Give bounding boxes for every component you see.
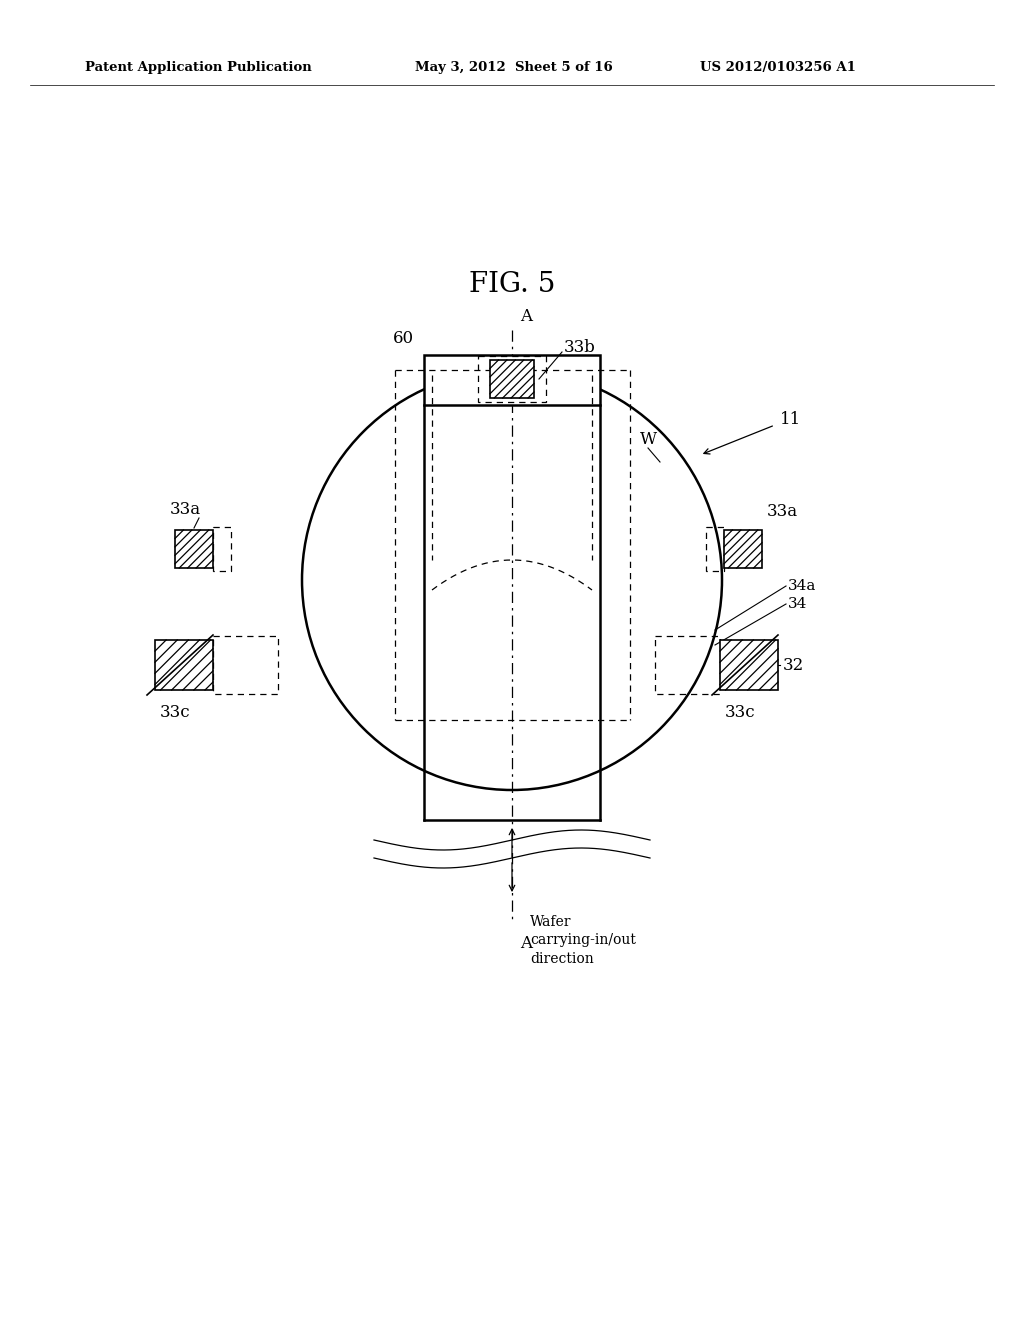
Text: W: W [640, 432, 657, 449]
Bar [655, 636, 720, 694]
Text: 34: 34 [788, 597, 807, 611]
Bar [155, 640, 213, 690]
Bar [478, 356, 546, 403]
Bar [706, 527, 724, 572]
Bar [720, 640, 778, 690]
Bar [213, 527, 231, 572]
Text: 33c: 33c [160, 704, 190, 721]
Text: A: A [520, 935, 532, 952]
Text: Wafer
carrying-in/out
direction: Wafer carrying-in/out direction [530, 915, 636, 966]
Text: FIG. 5: FIG. 5 [469, 272, 555, 298]
Text: 33c: 33c [725, 704, 756, 721]
Text: 11: 11 [780, 412, 801, 429]
Bar [490, 360, 534, 399]
Text: 33a: 33a [767, 503, 798, 520]
Bar [424, 355, 600, 405]
Text: 34a: 34a [788, 579, 816, 593]
Text: May 3, 2012  Sheet 5 of 16: May 3, 2012 Sheet 5 of 16 [415, 62, 612, 74]
Bar [175, 531, 213, 568]
Text: A: A [520, 308, 532, 325]
Text: 33b: 33b [564, 339, 596, 356]
Text: US 2012/0103256 A1: US 2012/0103256 A1 [700, 62, 856, 74]
Bar [724, 531, 762, 568]
Text: Patent Application Publication: Patent Application Publication [85, 62, 311, 74]
Text: 60: 60 [393, 330, 414, 347]
Bar [213, 636, 278, 694]
Text: 32: 32 [783, 656, 804, 673]
Text: 33a: 33a [170, 502, 201, 517]
